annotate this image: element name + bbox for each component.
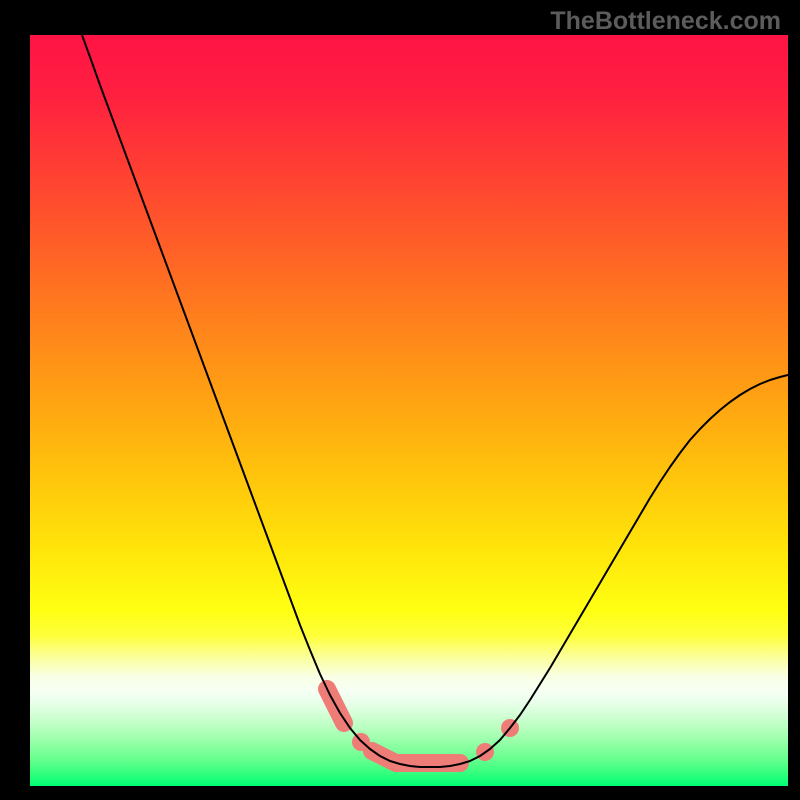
plot-background [30,35,788,786]
watermark-text: TheBottleneck.com [550,7,781,36]
chart-frame: TheBottleneck.com [0,0,800,800]
bottleneck-curve-chart [30,35,788,786]
